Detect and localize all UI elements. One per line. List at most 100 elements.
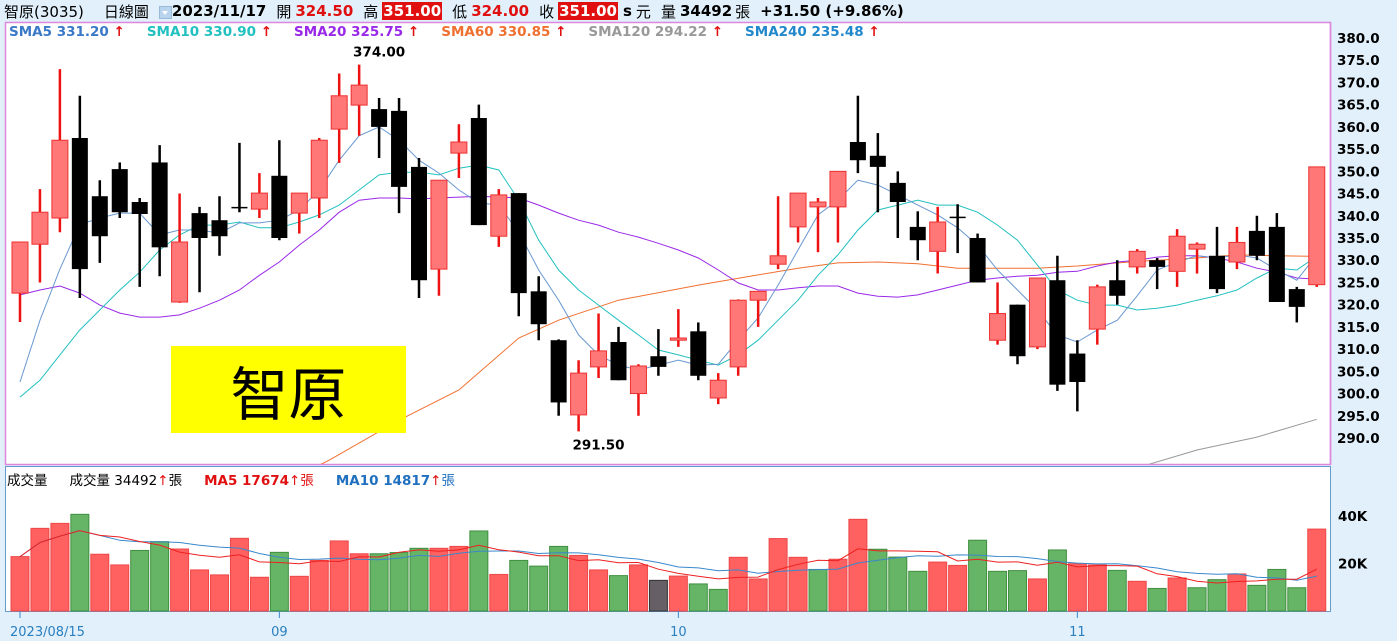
candle-body-down (470, 118, 487, 226)
volume-ma10-value: MA10 14817 (335, 473, 431, 489)
candle (250, 173, 268, 218)
volume-bar (549, 545, 569, 612)
price-tick-label: 310.0 (1337, 342, 1380, 358)
volume-bar (489, 573, 509, 612)
candle-body-down (191, 213, 208, 238)
candle (709, 373, 727, 405)
volume-ma5-unit: 張 (300, 473, 314, 489)
price-tick-label: 365.0 (1337, 98, 1380, 114)
volume-bar (110, 564, 130, 612)
volume-bar (249, 576, 269, 612)
candle (411, 158, 427, 298)
price-tick-label: 370.0 (1337, 75, 1380, 91)
price-tick-label: 380.0 (1337, 31, 1380, 47)
volume-bar (888, 556, 908, 612)
volume-bar (449, 545, 469, 612)
volume-bar (668, 575, 688, 612)
candle (151, 145, 168, 277)
period-dropdown-icon[interactable] (158, 5, 172, 19)
candle-body-doji (231, 206, 248, 209)
change-value: +31.50 (+9.86%) (760, 2, 904, 20)
candle (71, 95, 88, 298)
candle-body-up (250, 192, 268, 210)
candle-body-up (171, 241, 189, 303)
volume-bar (10, 556, 30, 612)
ma-legend-item: SMA120 294.22 ↑ (588, 24, 723, 40)
volume-bar (748, 578, 768, 612)
candle (929, 206, 947, 274)
candle-body-up (729, 299, 747, 368)
candle (969, 233, 986, 283)
ma-legend-label: SMA60 330.85 (441, 24, 551, 40)
volume-bar (628, 564, 648, 612)
x-axis-label: 10 (670, 625, 687, 640)
candle-body-down (1009, 304, 1026, 357)
candle (949, 204, 966, 254)
up-arrow-icon: ↑ (289, 473, 301, 489)
candle (371, 98, 388, 158)
candle-body-up (1308, 166, 1326, 286)
candle (909, 211, 926, 261)
candle-body-down (849, 142, 866, 161)
volume-bar (269, 551, 289, 612)
volume-bar (808, 568, 828, 612)
volume-legend: 成交量 成交量 34492↑張 MA5 17674↑張 MA10 14817↑張 (7, 469, 477, 489)
candle (669, 309, 687, 347)
price-tick-label: 325.0 (1337, 275, 1380, 291)
price-tick-label: 375.0 (1337, 53, 1380, 69)
candle (1248, 215, 1265, 261)
candle-body-down (889, 182, 906, 202)
candle-body-down (969, 238, 986, 283)
candle (1028, 277, 1046, 350)
candle (650, 329, 667, 376)
candle (1069, 340, 1086, 412)
candle (829, 170, 847, 243)
candle (350, 64, 368, 136)
candle-body-up (31, 211, 49, 245)
candle-body-down (71, 138, 88, 270)
volume-bar (210, 574, 229, 612)
quote-header: 智原(3035) 日線圖 2023/11/17 開 324.50 高 351.0… (0, 0, 1397, 22)
candle (330, 73, 348, 163)
ma-legend-label: SMA240 235.48 (745, 24, 864, 40)
price-tick-label: 350.0 (1337, 164, 1380, 180)
candle (1009, 304, 1026, 365)
candle-body-down (1049, 280, 1066, 385)
close-value: 351.00 (558, 2, 618, 20)
candle (1308, 166, 1326, 287)
volume-bar (848, 518, 868, 612)
candle-body-down (949, 216, 966, 219)
candle-body-up (989, 313, 1007, 341)
candle-body-up (330, 95, 348, 130)
candle-body-up (809, 201, 827, 208)
ma-legend-item: SMA240 235.48 ↑ (745, 24, 880, 40)
volume-bar (988, 570, 1008, 612)
candle (1168, 229, 1186, 287)
volume-label: 量 (660, 2, 676, 21)
candle (550, 339, 567, 416)
candle-body-down (91, 196, 108, 237)
candle (1188, 242, 1206, 274)
candle (470, 104, 487, 226)
candle (310, 138, 328, 218)
candle-body-down (111, 169, 128, 213)
volume-bar (229, 537, 249, 612)
volume-bar (469, 530, 489, 612)
volume-bar (150, 541, 170, 612)
candle (171, 193, 189, 303)
volume-ma5-value: MA5 17674 (204, 473, 290, 489)
volume-bar (708, 588, 728, 612)
volume-bar (349, 553, 369, 612)
volume-bar (908, 570, 928, 612)
volume-bar (1167, 577, 1187, 612)
volume-unit: 張 (735, 2, 751, 21)
candle (1288, 286, 1305, 323)
candle-body-up (490, 194, 508, 237)
candle-body-up (51, 139, 69, 219)
volume-bar (728, 556, 748, 612)
ma-legend-item: SMA60 330.85 ↑ (441, 24, 566, 40)
candle-body-up (629, 365, 647, 395)
candle-body-down (391, 110, 408, 187)
candle-body-up (430, 179, 448, 270)
